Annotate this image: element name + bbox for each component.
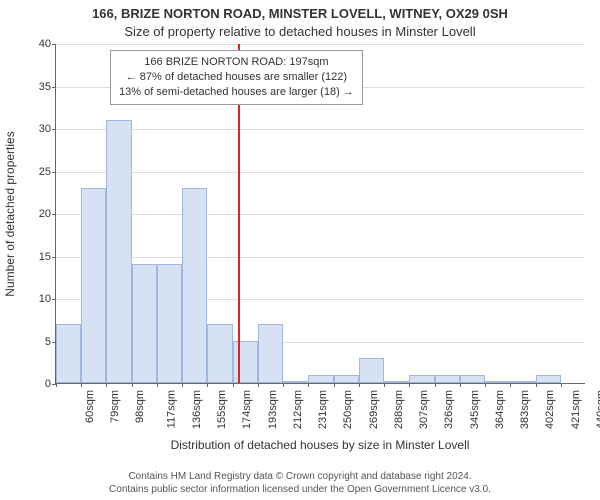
xtick-label: 402sqm (544, 390, 556, 429)
xtick-label: 212sqm (292, 390, 304, 429)
xtick-mark (435, 383, 436, 387)
xtick-mark (409, 383, 410, 387)
xtick-mark (283, 383, 284, 387)
histogram-bar (334, 375, 359, 384)
ytick-label: 35 (26, 81, 51, 93)
xtick-label: 136sqm (191, 390, 203, 429)
ytick-mark (52, 44, 56, 45)
xtick-mark (384, 383, 385, 387)
xtick-label: 60sqm (84, 390, 96, 423)
xtick-label: 383sqm (519, 390, 531, 429)
ytick-label: 30 (26, 123, 51, 135)
ytick-mark (52, 257, 56, 258)
xtick-label: 307sqm (418, 390, 430, 429)
xtick-label: 155sqm (216, 390, 228, 429)
footer-attribution: Contains HM Land Registry data © Crown c… (0, 470, 600, 496)
ytick-mark (52, 299, 56, 300)
histogram-bar (536, 375, 561, 384)
gridline-h (56, 129, 585, 130)
chart-title-line1: 166, BRIZE NORTON ROAD, MINSTER LOVELL, … (0, 6, 600, 21)
xtick-label: 440sqm (595, 390, 600, 429)
xtick-mark (460, 383, 461, 387)
xtick-label: 98sqm (135, 390, 147, 423)
xtick-label: 421sqm (570, 390, 582, 429)
xtick-mark (510, 383, 511, 387)
histogram-bar (409, 375, 434, 384)
xtick-mark (536, 383, 537, 387)
ytick-mark (52, 129, 56, 130)
xtick-mark (81, 383, 82, 387)
xtick-label: 193sqm (267, 390, 279, 429)
xtick-label: 269sqm (368, 390, 380, 429)
gridline-h (56, 214, 585, 215)
histogram-bar (510, 381, 535, 383)
xtick-label: 117sqm (165, 390, 177, 428)
xtick-mark (207, 383, 208, 387)
xtick-mark (157, 383, 158, 387)
histogram-bar (384, 381, 409, 383)
xtick-label: 288sqm (393, 390, 405, 429)
histogram-bar (485, 381, 510, 383)
xtick-label: 231sqm (317, 390, 329, 429)
xtick-label: 79sqm (109, 390, 121, 423)
histogram-bar (435, 375, 460, 384)
xtick-mark (106, 383, 107, 387)
xtick-mark (132, 383, 133, 387)
xtick-label: 174sqm (242, 390, 254, 429)
gridline-h (56, 257, 585, 258)
xtick-mark (485, 383, 486, 387)
ytick-label: 25 (26, 166, 51, 178)
histogram-bar (106, 120, 131, 384)
chart-title-line2: Size of property relative to detached ho… (0, 24, 600, 39)
ytick-label: 5 (26, 336, 51, 348)
xtick-mark (308, 383, 309, 387)
gridline-h (56, 172, 585, 173)
ytick-mark (52, 172, 56, 173)
footer-line1: Contains HM Land Registry data © Crown c… (0, 470, 600, 483)
footer-line2: Contains public sector information licen… (0, 483, 600, 496)
histogram-bar (132, 264, 157, 383)
histogram-bar (56, 324, 81, 384)
histogram-bar (460, 375, 485, 384)
ytick-label: 10 (26, 293, 51, 305)
histogram-bar (359, 358, 384, 384)
histogram-bar (258, 324, 283, 384)
ytick-label: 0 (26, 378, 51, 390)
histogram-bar (81, 188, 106, 384)
histogram-bar (207, 324, 232, 384)
annotation-line3: 13% of semi-detached houses are larger (… (119, 85, 354, 100)
xtick-label: 326sqm (443, 390, 455, 429)
gridline-h (56, 44, 585, 45)
xtick-mark (182, 383, 183, 387)
histogram-bar (308, 375, 333, 384)
xtick-label: 250sqm (343, 390, 355, 429)
histogram-bar (182, 188, 207, 384)
annotation-line2: ← 87% of detached houses are smaller (12… (119, 70, 354, 85)
histogram-bar (283, 381, 308, 383)
ytick-label: 20 (26, 208, 51, 220)
ytick-label: 15 (26, 251, 51, 263)
xtick-mark (359, 383, 360, 387)
xtick-mark (258, 383, 259, 387)
y-axis-label: Number of detached properties (3, 131, 17, 296)
chart-container: 166, BRIZE NORTON ROAD, MINSTER LOVELL, … (0, 0, 600, 500)
ytick-label: 40 (26, 38, 51, 50)
histogram-bar (157, 264, 182, 383)
xtick-label: 364sqm (494, 390, 506, 429)
plot-area: 051015202530354060sqm79sqm98sqm117sqm136… (55, 44, 585, 384)
x-axis-label: Distribution of detached houses by size … (55, 438, 585, 452)
xtick-mark (561, 383, 562, 387)
annotation-line1: 166 BRIZE NORTON ROAD: 197sqm (119, 55, 354, 70)
histogram-bar (233, 341, 258, 384)
xtick-mark (334, 383, 335, 387)
ytick-mark (52, 87, 56, 88)
xtick-mark (56, 383, 57, 387)
xtick-mark (233, 383, 234, 387)
ytick-mark (52, 214, 56, 215)
annotation-box: 166 BRIZE NORTON ROAD: 197sqm← 87% of de… (110, 50, 363, 105)
xtick-label: 345sqm (469, 390, 481, 429)
